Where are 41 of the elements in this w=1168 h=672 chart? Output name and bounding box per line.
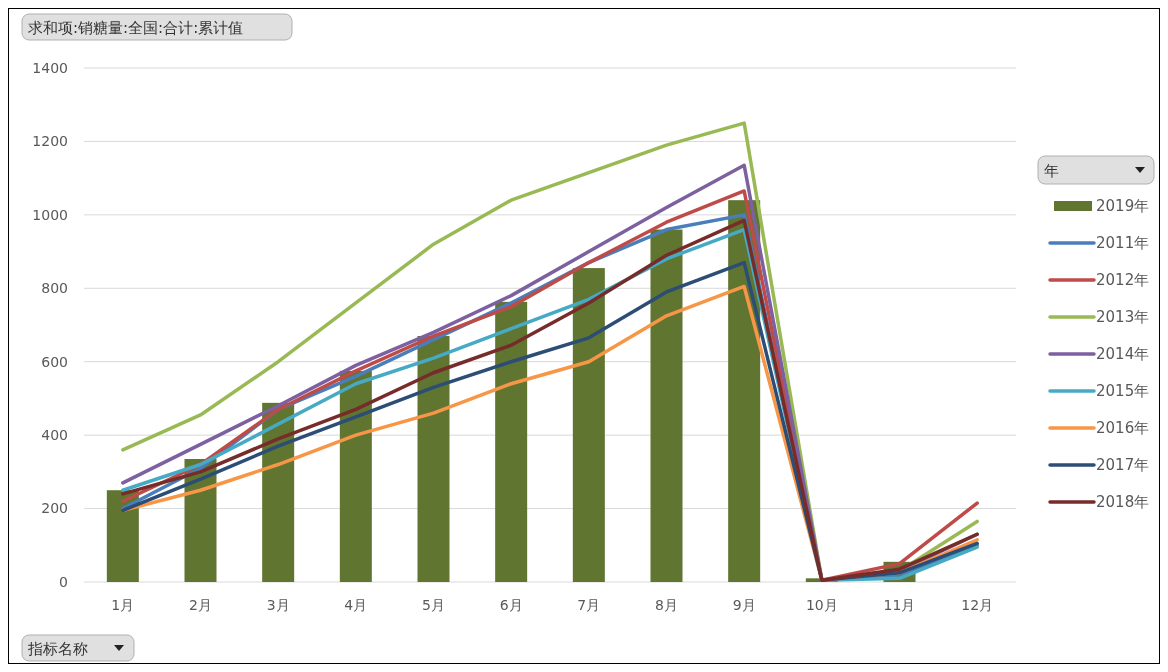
legend-label: 2011年 [1096,234,1150,253]
legend-label: 2012年 [1096,271,1150,290]
bar [650,229,683,582]
x-tick-label: 5月 [422,597,445,613]
bar [572,268,605,582]
bar [417,336,450,582]
legend-label: 2015年 [1096,382,1150,401]
x-tick-label: 2月 [189,597,212,613]
x-tick-label: 10月 [805,597,838,613]
x-tick-label: 4月 [344,597,368,613]
chart-title: 求和项:销糖量:全国:合计:累计值 [28,19,244,37]
x-tick-label: 8月 [655,597,678,613]
x-tick-label: 7月 [577,597,601,613]
y-tick-label: 1000 [32,206,68,223]
bar [495,301,528,582]
x-axis-title: 指标名称 [27,640,88,658]
y-tick-label: 200 [41,500,68,517]
title-field-button: 求和项:销糖量:全国:合计:累计值 [21,13,293,41]
y-tick-label: 1400 [32,59,68,76]
y-tick-label: 800 [41,280,68,297]
legend-field-button: 年 [1037,155,1155,185]
legend-title: 年 [1044,162,1059,180]
bar [106,490,139,582]
legend-label: 2016年 [1096,419,1150,438]
bar [339,370,372,582]
legend-label: 2014年 [1096,345,1150,364]
legend-label: 2019年 [1096,197,1150,216]
x-tick-label: 6月 [499,597,523,613]
legend-label: 2017年 [1096,456,1150,475]
y-tick-label: 0 [59,573,68,590]
x-tick-label: 1月 [111,597,135,613]
y-tick-label: 1200 [32,133,68,150]
x-tick-label: 3月 [266,597,290,613]
x-tick-label: 11月 [883,597,916,613]
legend-label: 2018年 [1096,493,1150,512]
legend-label: 2013年 [1096,308,1150,327]
x-tick-label: 9月 [732,597,756,613]
y-tick-label: 400 [41,427,68,444]
y-tick-label: 600 [41,353,68,370]
axis-field-button: 指标名称 [21,634,135,662]
x-tick-label: 12月 [961,597,994,613]
